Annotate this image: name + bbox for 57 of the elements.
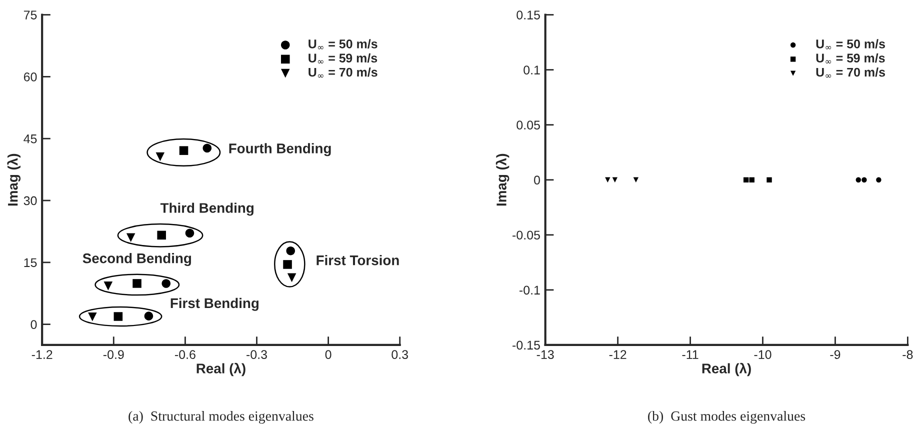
y-tick-label: 0 bbox=[30, 320, 37, 329]
y-tick-label: -0.05 bbox=[512, 230, 540, 240]
point bbox=[286, 246, 296, 256]
x-tick-label: -11 bbox=[682, 350, 698, 359]
point bbox=[132, 279, 142, 288]
point bbox=[179, 146, 188, 155]
annotation: Fourth Bending bbox=[229, 143, 331, 156]
x-tick-label: -0.3 bbox=[246, 350, 267, 359]
annotation: First Torsion bbox=[316, 255, 399, 266]
point bbox=[185, 228, 194, 238]
x-tick-label: -9 bbox=[830, 350, 840, 359]
point bbox=[202, 144, 212, 152]
y-tick-label: 30 bbox=[24, 196, 37, 206]
y-tick-label: 0.1 bbox=[524, 66, 540, 74]
x-tick-label: 0.3 bbox=[392, 350, 408, 359]
legend-label: U$_{∞}$ = 50 m/s bbox=[308, 39, 378, 50]
x-tick-label: -0.6 bbox=[174, 350, 196, 359]
y-tick-label: 75 bbox=[24, 10, 37, 20]
point bbox=[144, 312, 154, 320]
y-tick-label: 60 bbox=[24, 72, 37, 82]
legend-label: U$_{∞}$ = 59 m/s bbox=[308, 53, 378, 64]
x-tick-label: -12 bbox=[609, 350, 626, 359]
legend-label: U$_{∞}$ = 70 m/s bbox=[816, 67, 885, 78]
y-tick-label: 0.05 bbox=[516, 120, 540, 130]
y-tick-label: -0.15 bbox=[512, 340, 540, 350]
legend-label: U$_{∞}$ = 59 m/s bbox=[816, 53, 885, 64]
legend-label: U$_{∞}$ = 70 m/s bbox=[308, 67, 378, 78]
x-tick-label: -8 bbox=[902, 350, 913, 359]
annotation: Second Bending bbox=[82, 253, 191, 266]
text: (b) Gust modes eigenvalues bbox=[648, 410, 806, 424]
y-axis-title: Imag (λ) bbox=[496, 154, 510, 206]
y-tick-label: 45 bbox=[24, 134, 37, 144]
annotation: First Bending bbox=[170, 298, 258, 311]
point bbox=[156, 152, 165, 162]
x-tick-label: -10 bbox=[754, 350, 772, 359]
x-tick-label: 0 bbox=[325, 350, 332, 359]
y-axis-title: Imag (λ) bbox=[7, 154, 21, 206]
x-tick-label: -1.2 bbox=[32, 350, 52, 359]
y-tick-label: 0 bbox=[534, 176, 540, 185]
y-tick-label: 15 bbox=[24, 258, 37, 268]
point bbox=[114, 312, 123, 321]
y-tick-label: -0.1 bbox=[519, 286, 540, 295]
y-tick-label: 0.15 bbox=[516, 10, 540, 20]
point bbox=[126, 233, 136, 242]
point bbox=[287, 273, 296, 282]
point bbox=[157, 230, 166, 240]
x-tick-label: -13 bbox=[536, 350, 554, 359]
point bbox=[88, 312, 97, 322]
legend-label: U$_{∞}$ = 50 m/s bbox=[816, 39, 885, 50]
x-axis-title: Real (λ) bbox=[196, 362, 246, 376]
point bbox=[162, 279, 171, 288]
point bbox=[104, 282, 113, 290]
point bbox=[283, 260, 292, 269]
text: (a) Structural modes eigenvalues bbox=[128, 410, 314, 424]
x-tick-label: -0.9 bbox=[103, 350, 124, 359]
annotation: Third Bending bbox=[160, 202, 254, 216]
x-axis-title: Real (λ) bbox=[702, 362, 751, 376]
